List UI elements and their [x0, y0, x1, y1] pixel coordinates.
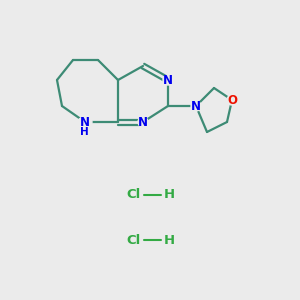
Text: N: N [80, 116, 90, 128]
Ellipse shape [138, 117, 148, 127]
Ellipse shape [227, 95, 237, 105]
Ellipse shape [78, 117, 92, 127]
Text: N: N [138, 116, 148, 128]
Text: H: H [80, 127, 88, 137]
Text: H: H [164, 188, 175, 202]
Text: Cl: Cl [127, 233, 141, 247]
Text: H: H [164, 233, 175, 247]
Text: O: O [227, 94, 237, 106]
Text: Cl: Cl [127, 188, 141, 202]
Text: N: N [191, 100, 201, 112]
Ellipse shape [163, 75, 173, 85]
Text: N: N [163, 74, 173, 86]
Ellipse shape [191, 101, 201, 111]
